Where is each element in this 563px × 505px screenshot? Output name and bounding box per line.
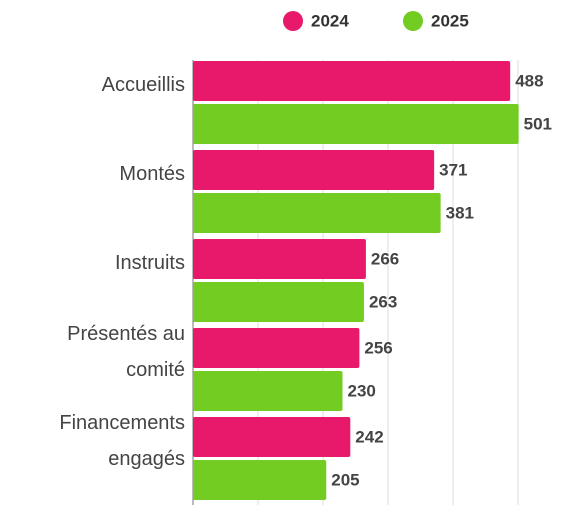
bar [193, 282, 364, 322]
value-label: 256 [364, 338, 392, 357]
value-label: 501 [524, 114, 552, 133]
value-label: 266 [371, 249, 399, 268]
value-label: 263 [369, 292, 397, 311]
value-label: 381 [446, 203, 474, 222]
legend-label: 2025 [431, 11, 469, 30]
bar [193, 460, 327, 500]
value-label: 371 [439, 160, 467, 179]
category-label: Présentés au comité [67, 322, 185, 381]
bar [193, 371, 343, 411]
bar [193, 61, 511, 101]
legend-swatch [283, 11, 303, 31]
bar [193, 193, 441, 233]
bar [193, 239, 366, 279]
bar [193, 417, 351, 457]
value-label: 242 [355, 427, 383, 446]
bar [193, 104, 519, 144]
bar [193, 150, 435, 190]
value-label: 488 [515, 71, 543, 90]
category-label: Instruits [114, 251, 185, 274]
category-label: Accueillis [101, 73, 185, 96]
bar [193, 328, 360, 368]
category-label: Financements engagés [59, 411, 185, 470]
legend-label: 2024 [311, 11, 349, 30]
legend-swatch [403, 11, 423, 31]
value-label: 230 [348, 381, 376, 400]
value-label: 205 [331, 470, 359, 489]
category-label: Montés [119, 162, 185, 185]
